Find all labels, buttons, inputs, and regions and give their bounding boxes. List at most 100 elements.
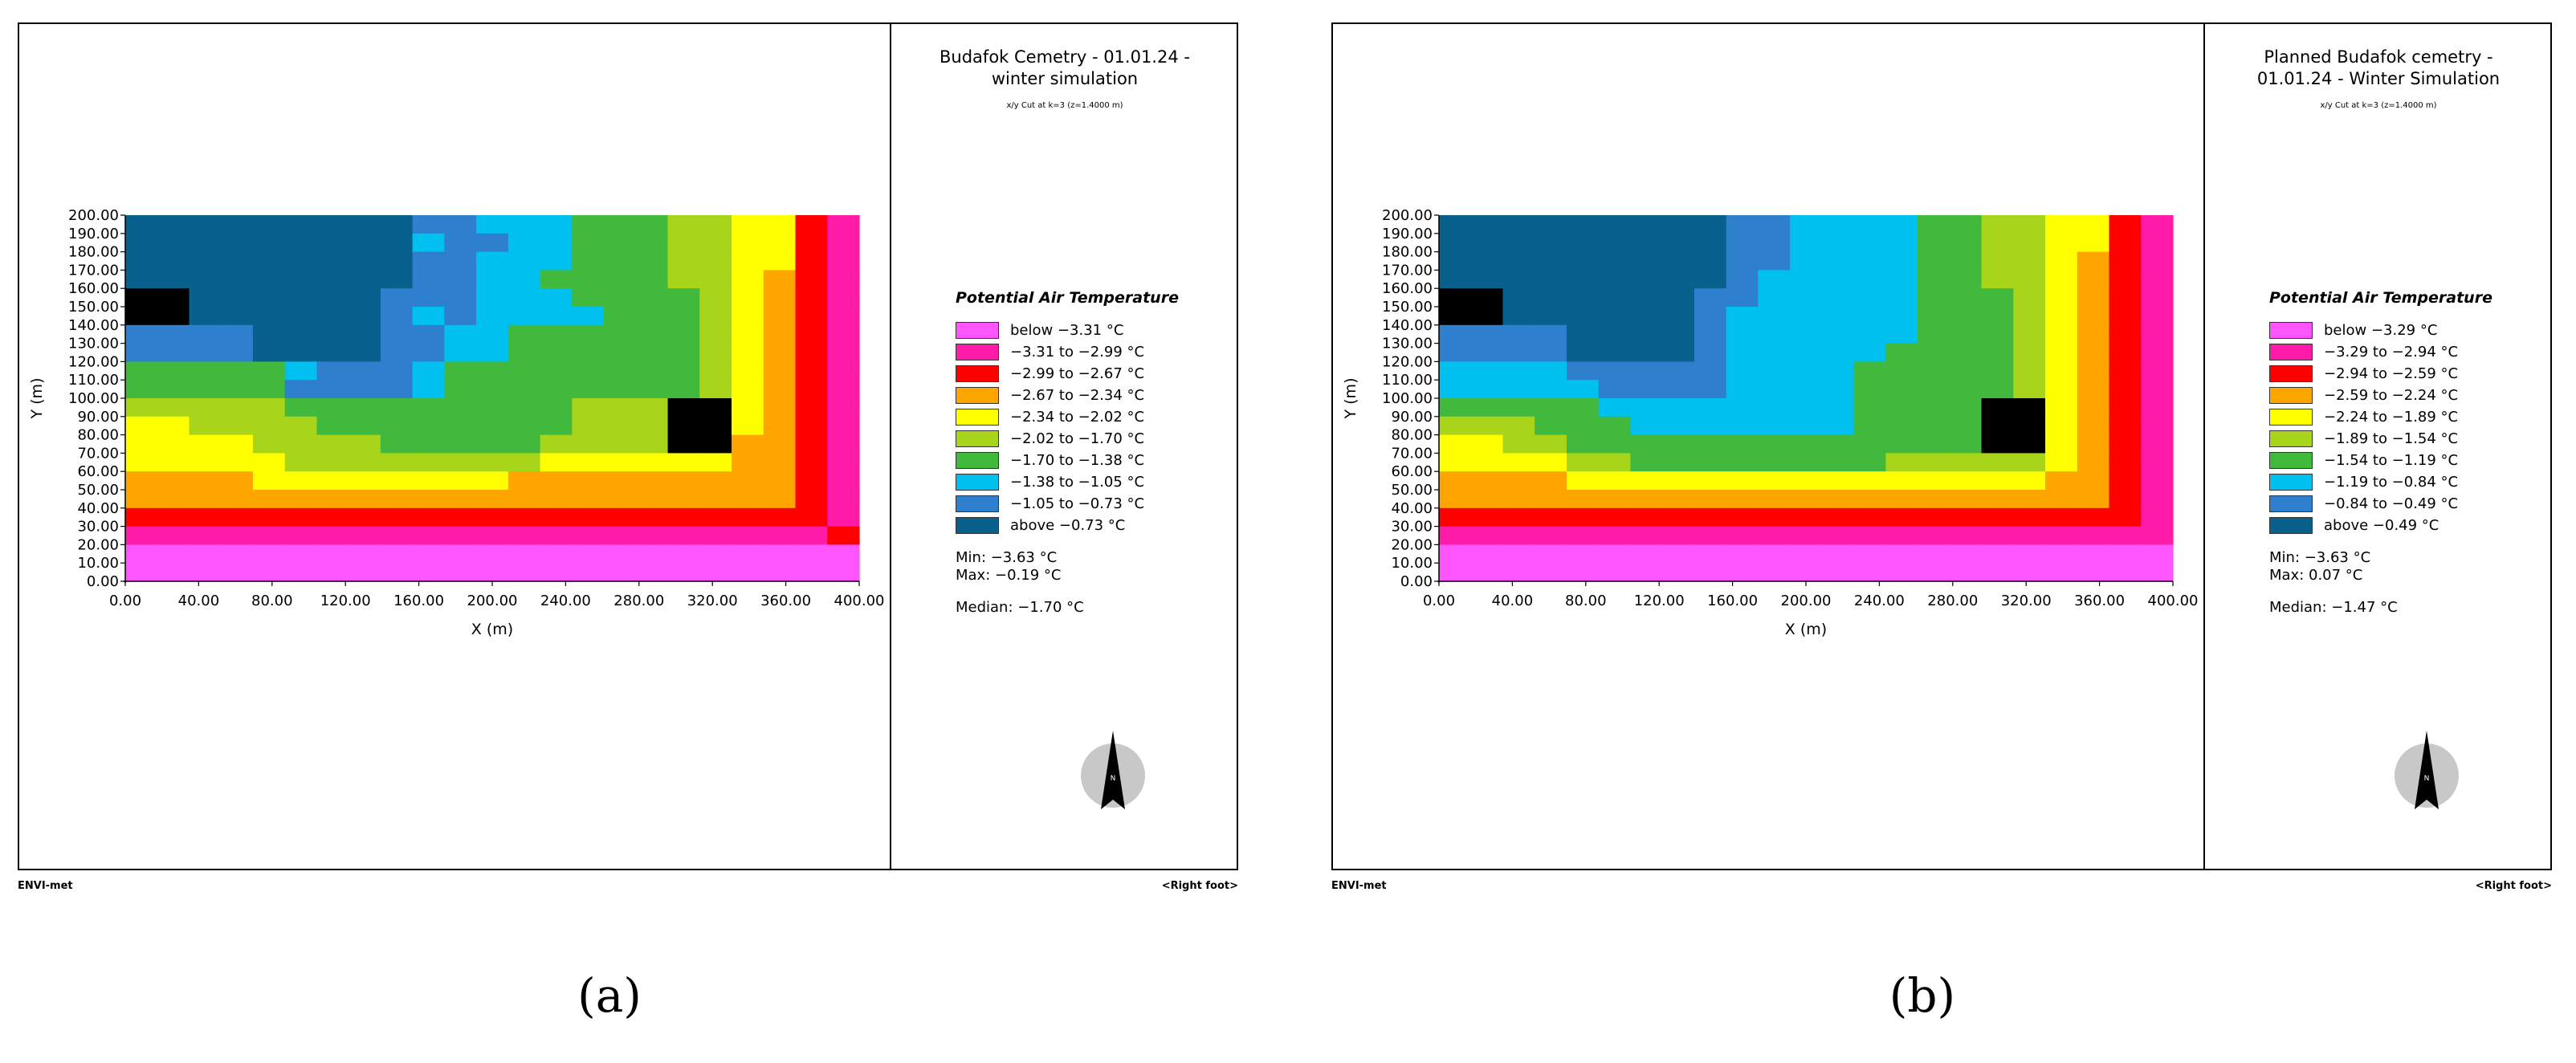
y-tick-label: 60.00 [1391,463,1433,480]
heatmap-cell [2077,417,2109,435]
heatmap-cell [476,270,508,288]
heatmap-cell [827,234,859,252]
heatmap-cell [572,252,604,271]
heatmap-cell [413,398,445,417]
legend-label: −2.34 to −2.02 °C [1010,409,1144,426]
y-tick-label: 180.00 [68,244,119,261]
building-cell [1982,417,2014,435]
stat-min: Min: −3.63 °C [2269,549,2370,567]
heatmap-cell [732,417,764,435]
heatmap-cell [732,544,764,563]
heatmap-cell [2109,490,2142,508]
heatmap-cell [1822,361,1854,380]
heatmap-cell [668,471,700,490]
heatmap-cell [1662,471,1694,490]
heatmap-cell [2109,563,2142,581]
heatmap-cell [732,361,764,380]
x-axis-label: X (m) [471,621,513,638]
x-tick-label: 360.00 [2074,593,2125,609]
heatmap-cell [1854,380,1886,398]
heatmap-cell [508,398,540,417]
legend-swatch [2269,322,2313,339]
heatmap-cell [1918,527,1950,545]
heatmap-cell [2013,380,2045,398]
heatmap-cell [1567,508,1599,527]
legend-item: −2.67 to −2.34 °C [956,385,1144,406]
heatmap-cell [764,490,796,508]
heatmap-cell [732,527,764,545]
heatmap-cell [2109,325,2142,344]
heatmap-cell [1502,361,1535,380]
heatmap-cell [221,527,253,545]
y-tick-label: 190.00 [68,226,119,242]
heatmap-cell [1918,344,1950,362]
heatmap-cell [1822,380,1854,398]
heatmap-cell [1854,215,1886,234]
heatmap-cell [348,252,381,271]
heatmap-cell [253,417,285,435]
heatmap-cell [2013,471,2045,490]
heatmap-cell [2045,563,2077,581]
heatmap-cell [157,215,190,234]
heatmap-cell [2141,417,2173,435]
heatmap-cell [221,215,253,234]
heatmap-cell [1662,544,1694,563]
heatmap-cell [699,215,732,234]
heatmap-cell [125,471,157,490]
heatmap-cell [1502,544,1535,563]
footer-right: <Right foot> [2476,880,2552,892]
heatmap-cell [1885,544,1918,563]
heatmap-cell [285,490,317,508]
heatmap-cell [2077,252,2109,271]
heatmap-cell [1567,527,1599,545]
heatmap-cell [1790,398,1822,417]
heatmap-cell [125,435,157,454]
heatmap-cell [1758,270,1790,288]
heatmap-cell [1439,380,1471,398]
heatmap-cell [1726,417,1759,435]
heatmap-cell [764,307,796,325]
heatmap-cell [540,544,573,563]
heatmap-cell [1662,435,1694,454]
heatmap-cell [1726,252,1759,271]
heatmap-cell [604,252,636,271]
heatmap-cell [540,435,573,454]
heatmap-cell [1599,417,1631,435]
heatmap-cell [476,325,508,344]
heatmap-cell [827,215,859,234]
heatmap-cell [1630,544,1662,563]
heatmap-cell [413,215,445,234]
heatmap-cell [221,417,253,435]
heatmap-cell [1599,453,1631,471]
heatmap-cell [1599,361,1631,380]
legend-swatch [956,322,999,339]
heatmap-cell [125,270,157,288]
heatmap-cell [1918,234,1950,252]
heatmap-cell [221,490,253,508]
heatmap-cell [253,398,285,417]
heatmap-cell [253,435,285,454]
heatmap-cell [1726,380,1759,398]
heatmap-cell [2045,325,2077,344]
heatmap-cell [827,471,859,490]
heatmap-cell [2141,527,2173,545]
heatmap-cell [764,398,796,417]
heatmap-cell [413,344,445,362]
legend-label: −0.84 to −0.49 °C [2324,495,2458,512]
heatmap-cell [1535,288,1567,307]
heatmap-cell [1918,471,1950,490]
heatmap-cell [1982,361,2014,380]
heatmap-cell [1790,471,1822,490]
heatmap-cell [444,307,476,325]
legend-item: −1.54 to −1.19 °C [2269,450,2458,471]
footer-left: ENVI-met [1331,880,1387,892]
heatmap-cell [1885,508,1918,527]
heatmap-cell [1790,270,1822,288]
heatmap-cell [2045,435,2077,454]
heatmap-cell [1950,234,1982,252]
heatmap-cell [508,471,540,490]
legend-swatch [956,517,999,534]
heatmap-cell [1885,307,1918,325]
heatmap-cell [2077,508,2109,527]
heatmap-cell [1694,215,1726,234]
